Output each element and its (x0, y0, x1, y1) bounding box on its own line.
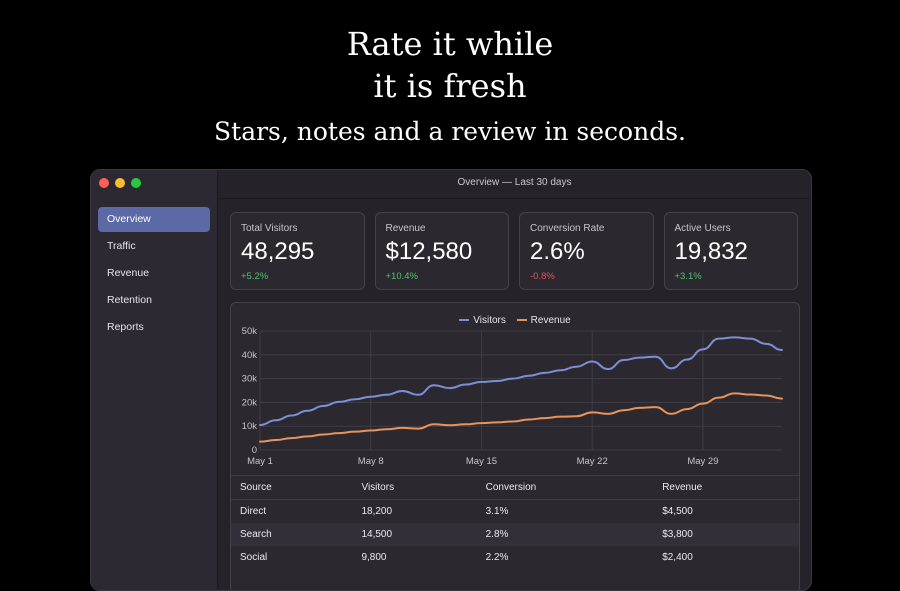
sidebar-item-retention[interactable]: Retention (107, 294, 152, 306)
sidebar-item-traffic[interactable]: Traffic (107, 240, 136, 252)
stat-label: Conversion Rate (530, 223, 605, 234)
table-cell: 3.1% (485, 506, 509, 517)
y-tick-label: 50k (242, 326, 258, 337)
table-row[interactable]: Social 9,800 2.2% $2,400 (231, 546, 799, 569)
table-row[interactable]: Direct 18,200 3.1% $4,500 (231, 500, 799, 524)
stat-value: $12,580 (385, 238, 473, 265)
sources-table: Source Visitors Conversion Revenue Direc… (231, 475, 799, 569)
stat-label: Revenue (385, 223, 426, 234)
stat-label: Total Visitors (241, 223, 298, 234)
table-header-row: Source Visitors Conversion Revenue (231, 475, 799, 500)
stat-value: 48,295 (241, 238, 315, 265)
table-cell: $3,800 (653, 523, 799, 546)
sidebar-item-overview[interactable]: Overview (98, 207, 210, 232)
table-cell: Social (240, 552, 268, 563)
y-tick-label: 40k (242, 350, 258, 361)
window-title: Overview — Last 30 days (218, 170, 811, 199)
headline-line-2: it is fresh (373, 67, 527, 105)
app-window: Overview Traffic Revenue Retention Repor… (90, 169, 812, 591)
stat-card-conversion-rate[interactable]: Conversion Rate 2.6% -0.8% (519, 212, 654, 290)
x-tick-label: May 22 (577, 456, 608, 467)
table-cell: 2.2% (485, 552, 509, 563)
sidebar-nav: Overview Traffic Revenue Retention Repor… (98, 207, 210, 342)
legend-label: Visitors (473, 314, 506, 326)
x-tick-label: May 15 (466, 456, 497, 467)
table-cell: 9,800 (361, 552, 387, 563)
sidebar-item-revenue[interactable]: Revenue (107, 267, 150, 279)
table-cell: 14,500 (352, 523, 477, 546)
column-header-conversion[interactable]: Conversion (476, 475, 654, 500)
sidebar: Overview Traffic Revenue Retention Repor… (91, 170, 218, 590)
y-tick-label: 10k (242, 421, 258, 432)
stat-value: 2.6% (530, 238, 585, 265)
chart-panel: 0 10k 20k 30k 40k 50k May 1 May 8 May 15 May 22 Ma… (230, 302, 800, 590)
y-tick-label: 30k (242, 374, 258, 385)
legend-swatch-revenue (516, 319, 527, 321)
legend-swatch-visitors (459, 319, 470, 321)
legend-item-visitors[interactable]: Visitors (459, 315, 506, 326)
table-cell: Direct (240, 506, 267, 517)
table-cell: Search (231, 523, 353, 546)
table-cell: 2.8% (476, 523, 654, 546)
table-cell: 18,200 (361, 506, 393, 517)
legend-label: Revenue (530, 314, 571, 326)
stat-value: 19,832 (674, 238, 748, 265)
line-chart: 0 10k 20k 30k 40k 50k May 1 May 8 May 15 May 22 Ma… (242, 326, 783, 467)
y-tick-label: 0 (252, 445, 257, 456)
x-tick-label: May 8 (358, 456, 384, 467)
headline-subtitle: Stars, notes and a review in seconds. (214, 117, 686, 146)
series-line-revenue (259, 392, 783, 443)
window-controls (99, 178, 141, 188)
stat-delta: -0.8% (530, 271, 555, 282)
stat-card-revenue[interactable]: Revenue $12,580 +10.4% (374, 212, 509, 290)
column-header-visitors[interactable]: Visitors (352, 475, 477, 500)
stat-delta: +3.1% (674, 271, 702, 282)
y-tick-label: 20k (242, 397, 258, 408)
close-window-button[interactable] (99, 178, 109, 188)
column-header-source[interactable]: Source (231, 475, 353, 500)
sidebar-item-reports[interactable]: Reports (107, 321, 144, 333)
column-header-revenue[interactable]: Revenue (653, 475, 799, 500)
minimize-window-button[interactable] (115, 178, 125, 188)
headline-line-1: Rate it while (346, 25, 554, 63)
stat-label: Active Users (674, 223, 731, 234)
stat-card-total-visitors[interactable]: Total Visitors 48,295 +5.2% (230, 212, 365, 290)
table-cell: $4,500 (662, 506, 693, 517)
stat-cards: Total Visitors 48,295 +5.2% Revenue $12,… (230, 212, 798, 290)
x-tick-label: May 1 (247, 456, 273, 467)
stat-delta: +5.2% (241, 271, 269, 282)
zoom-window-button[interactable] (131, 178, 141, 188)
table-row[interactable]: Search 14,500 2.8% $3,800 (231, 523, 799, 546)
series-line-visitors (259, 336, 783, 427)
stat-delta: +10.4% (385, 271, 419, 282)
x-tick-label: May 29 (687, 456, 718, 467)
table-cell: $2,400 (662, 552, 693, 563)
chart-legend: Visitors Revenue (231, 313, 799, 326)
legend-item-revenue[interactable]: Revenue (516, 314, 571, 326)
stat-card-active-users[interactable]: Active Users 19,832 +3.1% (663, 212, 798, 290)
